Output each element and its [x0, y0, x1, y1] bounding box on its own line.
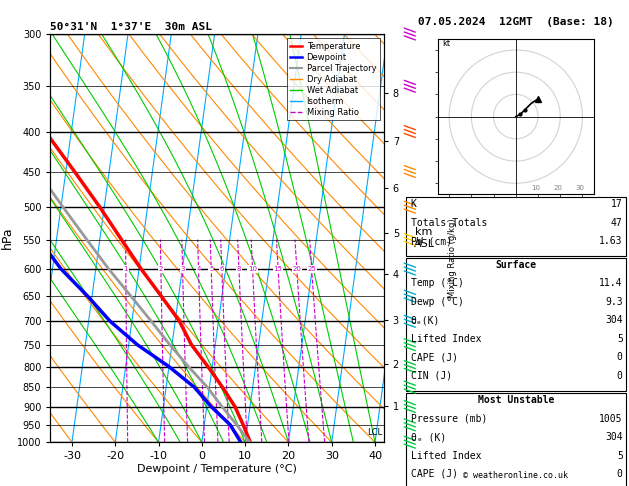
Legend: Temperature, Dewpoint, Parcel Trajectory, Dry Adiabat, Wet Adiabat, Isotherm, Mi: Temperature, Dewpoint, Parcel Trajectory…: [287, 38, 379, 121]
Text: 2: 2: [159, 266, 163, 272]
Text: 5: 5: [617, 451, 623, 461]
Text: Totals Totals: Totals Totals: [411, 218, 487, 228]
Text: 304: 304: [605, 315, 623, 326]
Text: 5: 5: [617, 334, 623, 344]
Text: LCL: LCL: [367, 428, 382, 437]
Y-axis label: hPa: hPa: [1, 227, 14, 249]
Text: K: K: [411, 199, 416, 209]
Text: 17: 17: [611, 199, 623, 209]
Text: 6: 6: [220, 266, 224, 272]
X-axis label: Dewpoint / Temperature (°C): Dewpoint / Temperature (°C): [137, 464, 297, 474]
Y-axis label: km
ASL: km ASL: [413, 227, 435, 249]
Text: Lifted Index: Lifted Index: [411, 451, 481, 461]
Text: Surface: Surface: [495, 260, 537, 270]
Text: CIN (J): CIN (J): [411, 371, 452, 381]
Text: 47: 47: [611, 218, 623, 228]
Text: 0: 0: [617, 469, 623, 479]
Text: 20: 20: [292, 266, 301, 272]
Text: 10: 10: [532, 185, 540, 191]
Text: Lifted Index: Lifted Index: [411, 334, 481, 344]
Text: Most Unstable: Most Unstable: [477, 395, 554, 405]
Text: 1005: 1005: [599, 414, 623, 424]
Text: 20: 20: [554, 185, 562, 191]
Text: 11.4: 11.4: [599, 278, 623, 289]
Text: 1: 1: [123, 266, 128, 272]
Text: 15: 15: [274, 266, 282, 272]
Text: 30: 30: [576, 185, 585, 191]
Text: 25: 25: [308, 266, 316, 272]
Text: CAPE (J): CAPE (J): [411, 469, 458, 479]
Text: kt: kt: [442, 38, 450, 48]
Text: θₑ (K): θₑ (K): [411, 432, 446, 442]
Text: Temp (°C): Temp (°C): [411, 278, 464, 289]
Text: Mixing Ratio (g/kg): Mixing Ratio (g/kg): [448, 219, 457, 298]
Text: © weatheronline.co.uk: © weatheronline.co.uk: [464, 471, 568, 480]
Text: 10: 10: [248, 266, 257, 272]
Text: 0: 0: [617, 371, 623, 381]
Text: Dewp (°C): Dewp (°C): [411, 297, 464, 307]
Text: 9.3: 9.3: [605, 297, 623, 307]
Text: 5: 5: [209, 266, 213, 272]
Text: PW (cm): PW (cm): [411, 236, 452, 246]
Text: 50°31'N  1°37'E  30m ASL: 50°31'N 1°37'E 30m ASL: [50, 22, 213, 32]
Text: 07.05.2024  12GMT  (Base: 18): 07.05.2024 12GMT (Base: 18): [418, 17, 614, 27]
Text: 4: 4: [196, 266, 201, 272]
Text: θₑ(K): θₑ(K): [411, 315, 440, 326]
Text: 8: 8: [237, 266, 241, 272]
Text: 1.63: 1.63: [599, 236, 623, 246]
Text: Pressure (mb): Pressure (mb): [411, 414, 487, 424]
Text: 3: 3: [181, 266, 185, 272]
Text: 0: 0: [617, 352, 623, 363]
Text: 304: 304: [605, 432, 623, 442]
Text: CAPE (J): CAPE (J): [411, 352, 458, 363]
